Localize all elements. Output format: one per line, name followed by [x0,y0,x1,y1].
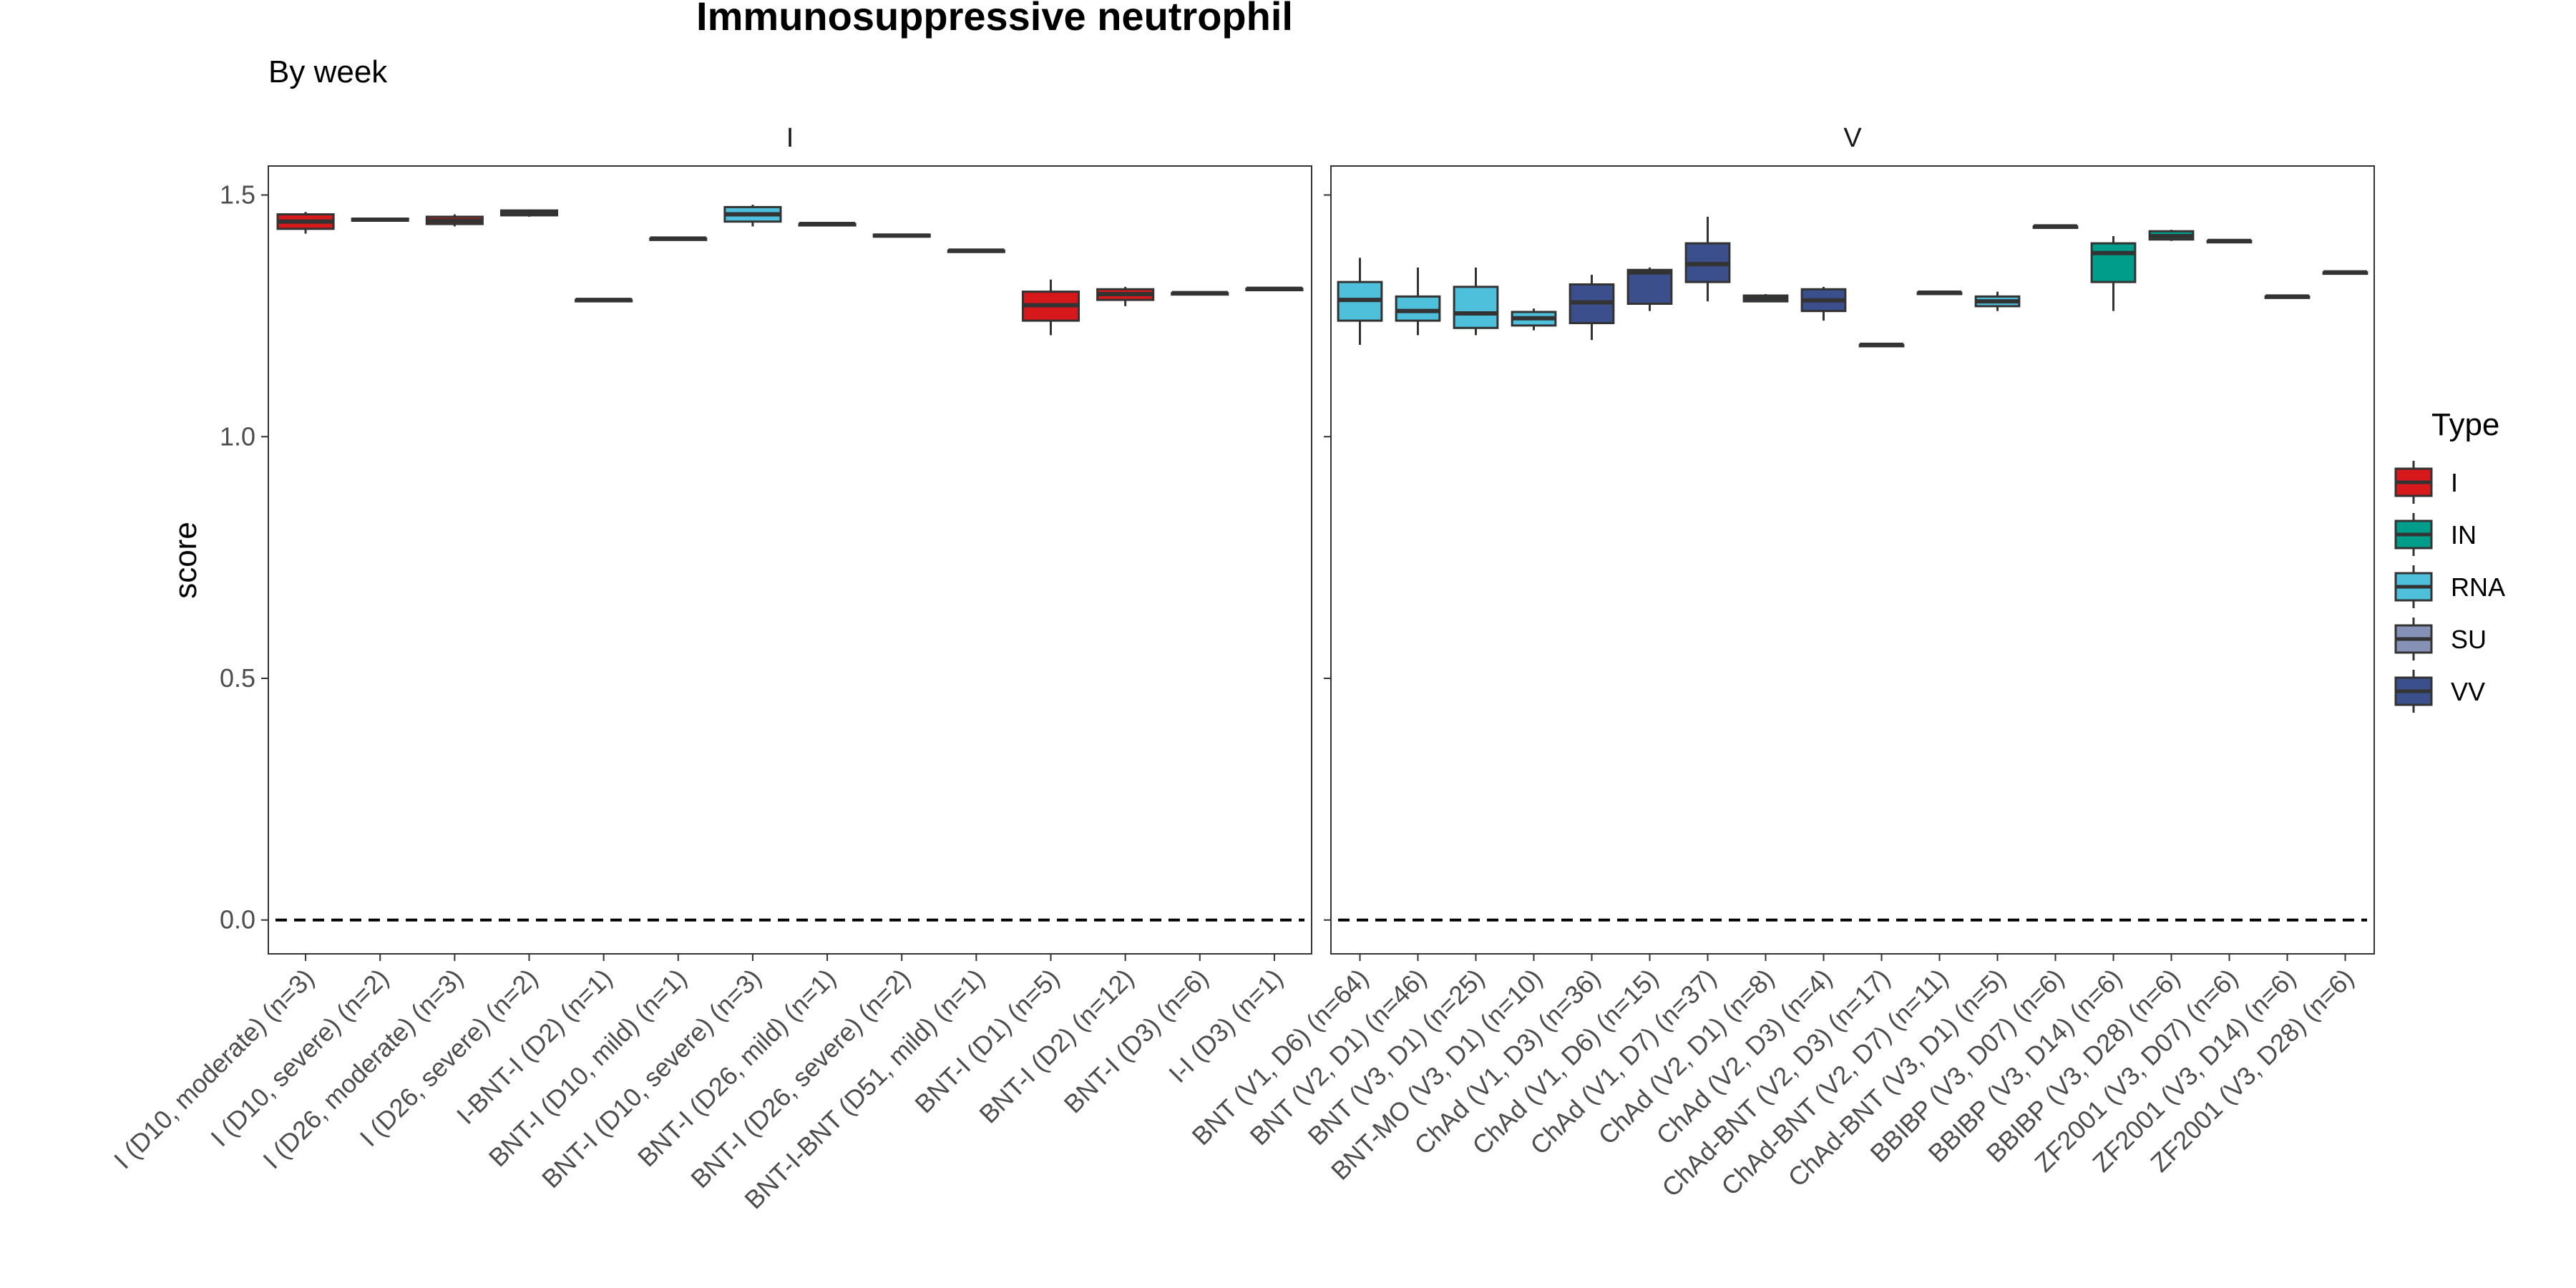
legend-label: I [2451,468,2458,497]
y-tick-label: 0.0 [220,905,255,935]
legend-items: I IN RNA SU VV [2394,461,2505,713]
y-axis-label: score [168,522,203,599]
chart-subtitle: By week [268,54,388,89]
facet-panels: I0.00.51.01.5I (D10, moderate) (n=3)I (D… [108,123,2375,1214]
legend-title: Type [2431,407,2499,442]
box-iqr [1453,286,1499,329]
facet-strip-label: V [1843,123,1862,153]
facet-panel-i: I0.00.51.01.5I (D10, moderate) (n=3)I (D… [108,123,1312,1214]
facet-strip-label: I [786,123,794,153]
panel-border [268,165,1312,955]
y-tick-label: 1.5 [220,180,255,210]
legend-item-in: IN [2394,513,2477,556]
box-iqr [1395,295,1441,322]
panel-border [1330,165,2375,955]
legend-label: IN [2451,520,2477,550]
legend-item-i: I [2394,461,2458,504]
legend-item-vv: VV [2394,670,2485,713]
legend-item-rna: RNA [2394,565,2505,608]
chart-title: Immunosuppressive neutrophil [696,0,1293,39]
legend-label: SU [2451,625,2487,654]
y-tick-label: 0.5 [220,663,255,693]
legend-label: RNA [2451,572,2505,602]
y-tick-label: 1.0 [220,421,255,451]
box-iqr [1626,268,1673,306]
legend-item-su: SU [2394,618,2487,660]
legend-label: VV [2451,677,2485,706]
legend: Type I IN RNA SU VV [2394,407,2505,713]
box-iqr [2090,242,2137,283]
